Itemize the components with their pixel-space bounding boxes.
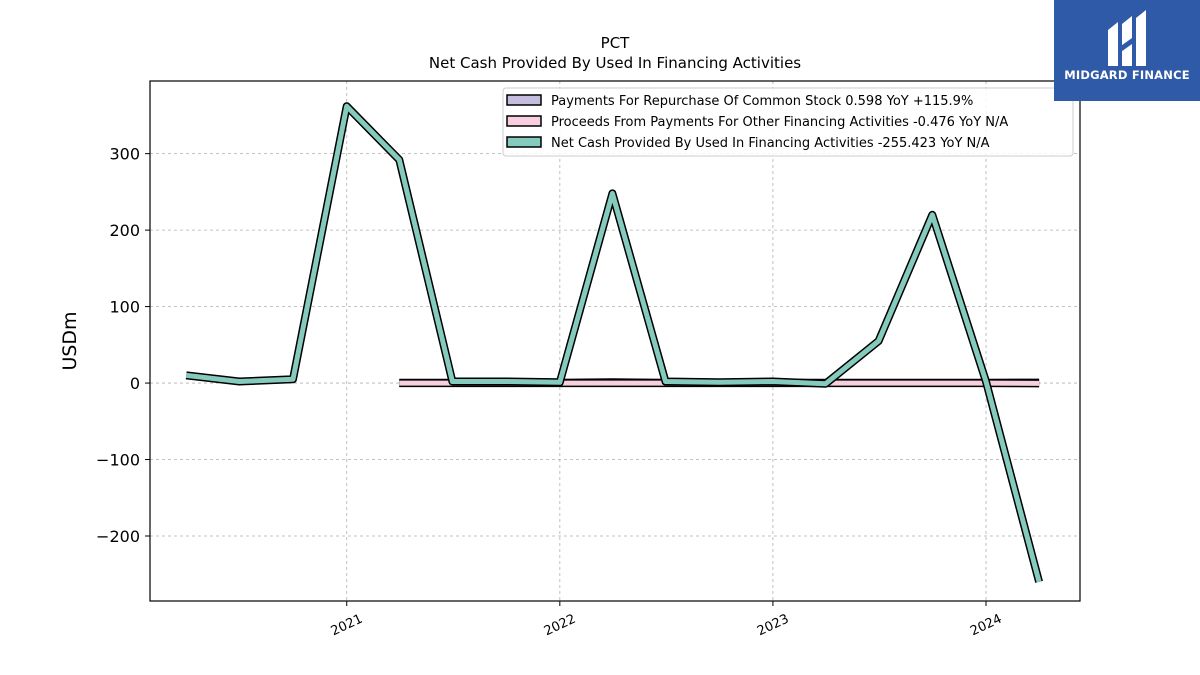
legend: Payments For Repurchase Of Common Stock …	[502, 87, 1074, 157]
series-layer	[185, 102, 1043, 583]
y-tick-label: 0	[130, 374, 140, 393]
legend-frame	[502, 87, 1074, 157]
y-axis-label: USDm	[59, 311, 81, 370]
grid-lines	[150, 81, 1080, 601]
plot-frame	[149, 80, 1081, 602]
y-tick-label: 200	[109, 221, 140, 240]
chart-title: PCT	[601, 34, 631, 52]
legend-swatch	[506, 94, 542, 106]
legend-label: Net Cash Provided By Used In Financing A…	[551, 136, 990, 151]
legend-swatch	[506, 115, 542, 127]
legend-swatch	[506, 136, 542, 148]
midgard-finance-logo: MIDGARD FINANCE	[1054, 0, 1200, 101]
series-line-2	[185, 102, 1043, 583]
legend-label: Proceeds From Payments For Other Financi…	[551, 115, 1008, 130]
x-tick-label: 2022	[542, 612, 578, 640]
y-tick-label: −100	[96, 451, 140, 470]
axis-ticks: −200 −100 0 100 200 300 2021 2022 2023 2024	[96, 145, 1004, 640]
chart-subtitle: Net Cash Provided By Used In Financing A…	[429, 54, 801, 72]
logo-text: MIDGARD FINANCE	[1064, 68, 1190, 82]
series-stroke	[185, 103, 1042, 583]
x-tick-label: 2021	[329, 612, 365, 640]
x-tick-label: 2024	[968, 612, 1004, 640]
y-tick-label: 300	[109, 145, 140, 164]
series-outline	[185, 102, 1043, 583]
legend-label: Payments For Repurchase Of Common Stock …	[551, 94, 973, 109]
x-tick-label: 2023	[755, 612, 791, 640]
y-tick-label: −200	[96, 527, 140, 546]
midgard-logo-icon	[1108, 10, 1146, 66]
y-tick-label: 100	[109, 298, 140, 317]
